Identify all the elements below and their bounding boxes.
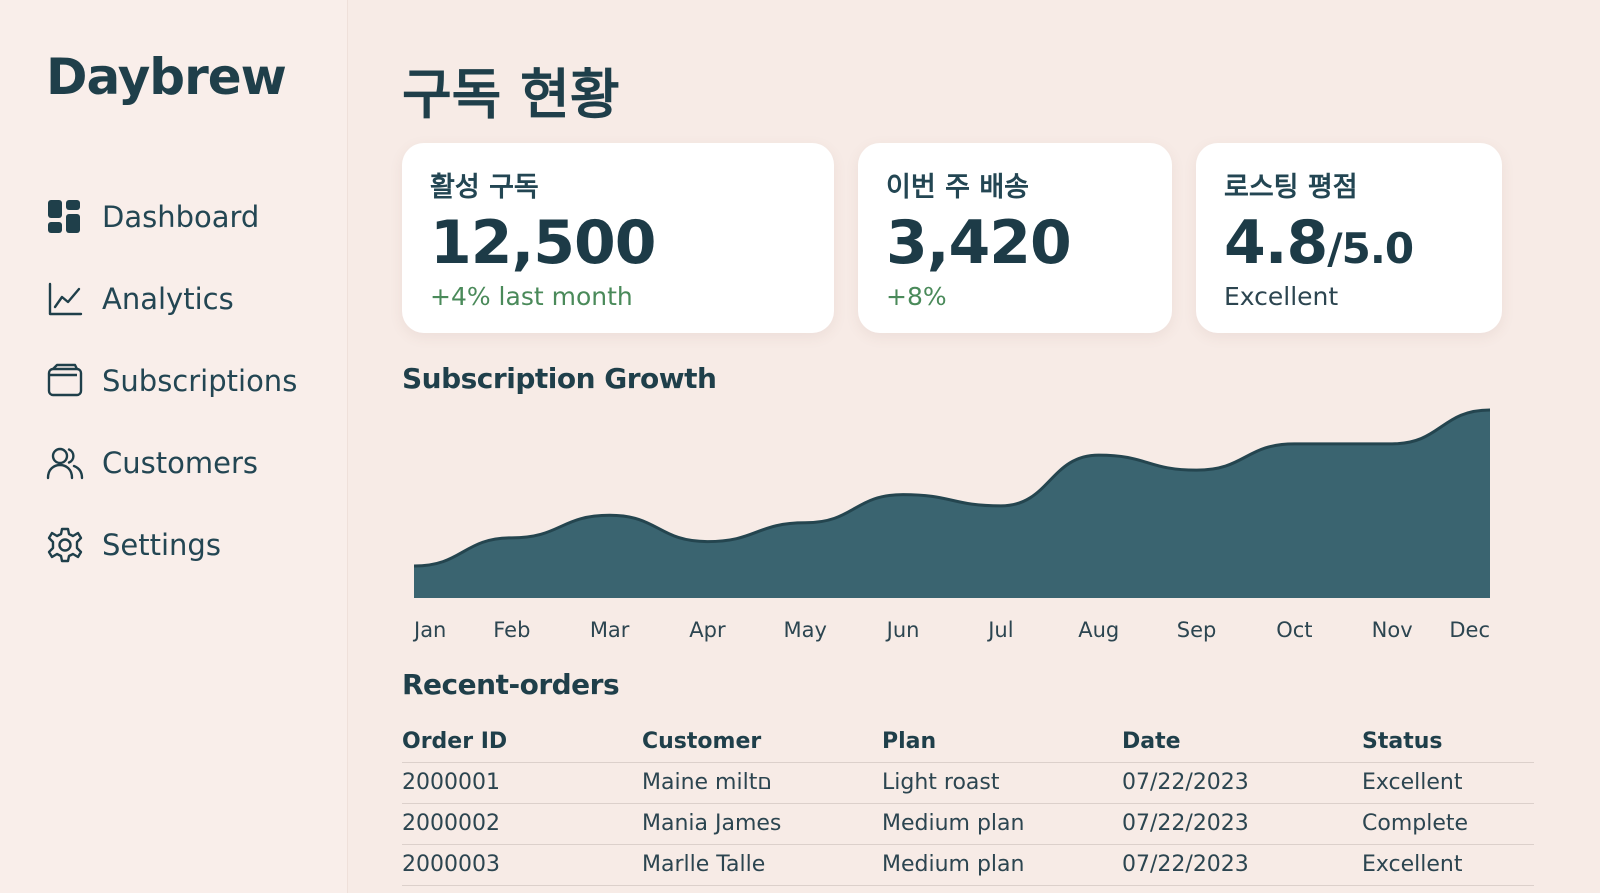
column-header-order-id[interactable]: Order ID	[402, 722, 642, 763]
table-row[interactable]: 2000003 Marlle Talle Medium plan 07/22/2…	[402, 844, 1534, 886]
table-row[interactable]: 2000002 Mania James Medium plan 07/22/20…	[402, 803, 1534, 845]
card-trend: +4% last month	[430, 282, 633, 311]
card-trend: +8%	[886, 282, 947, 311]
card-label: 로스팅 평점	[1224, 172, 1358, 203]
status-cell: Complete	[1362, 803, 1534, 845]
wallet-icon	[46, 362, 84, 400]
plan-cell: Medium plan	[882, 844, 1122, 886]
sidebar-nav: Dashboard Analytics Subscriptions	[46, 176, 297, 586]
sidebar-item-subscriptions[interactable]: Subscriptions	[46, 340, 297, 422]
date-cell: 07/22/2023	[1122, 844, 1362, 886]
sidebar-item-settings[interactable]: Settings	[46, 504, 297, 586]
chart-point-oct	[1291, 441, 1297, 447]
x-tick-label-jun: Jun	[885, 618, 920, 642]
x-tick-label-may: May	[784, 618, 827, 642]
date-cell: 07/22/2023	[1122, 803, 1362, 845]
dashboard-icon	[46, 198, 84, 236]
card-value-number: 12,500	[430, 208, 657, 278]
users-icon	[46, 444, 84, 482]
active-subscriptions-card[interactable]: 활성 구독 12,500 +4% last month	[402, 143, 834, 333]
recent-orders-table: Order ID Customer Plan Date Status 20000…	[402, 722, 1534, 886]
chart-point-may	[802, 520, 808, 526]
x-tick-label-jul: Jul	[986, 618, 1013, 642]
x-tick-label-feb: Feb	[493, 618, 530, 642]
order-id-cell: 2000003	[402, 844, 642, 886]
sidebar-item-dashboard[interactable]: Dashboard	[46, 176, 297, 258]
chart-point-dec	[1487, 407, 1493, 413]
card-value-suffix: /5.0	[1327, 224, 1414, 273]
sidebar-item-label: Customers	[102, 446, 258, 480]
gear-icon	[46, 526, 84, 564]
column-header-date[interactable]: Date	[1122, 722, 1362, 763]
sidebar-item-label: Settings	[102, 528, 221, 562]
card-label: 이번 주 배송	[886, 172, 1029, 203]
sidebar-item-customers[interactable]: Customers	[46, 422, 297, 504]
sidebar: Daybrew Dashboard Analytics	[0, 0, 348, 893]
plan-cell: Medium plan	[882, 803, 1122, 845]
card-value-number: 3,420	[886, 208, 1072, 278]
card-value: 12,500	[430, 208, 806, 278]
card-value-number: 4.8	[1224, 208, 1328, 278]
customer-cell: Mania James	[642, 803, 882, 845]
roasting-rating-card[interactable]: 로스팅 평점 4.8/5.0 Excellent	[1196, 143, 1502, 333]
x-tick-label-oct: Oct	[1276, 618, 1312, 642]
customer-cell: Marlle Talle	[642, 844, 882, 886]
chart-point-apr	[704, 539, 710, 545]
x-tick-label-aug: Aug	[1078, 618, 1119, 642]
x-tick-label-mar: Mar	[590, 618, 630, 642]
x-tick-label-jan: Jan	[412, 618, 446, 642]
table-row[interactable]: 2000001 Maine miltם Light roast 07/22/20…	[402, 762, 1534, 804]
order-id-cell: 2000002	[402, 803, 642, 845]
x-tick-label-sep: Sep	[1177, 618, 1217, 642]
chart-point-mar	[607, 512, 613, 518]
plan-cell: Light roast	[882, 762, 1122, 804]
sidebar-item-label: Subscriptions	[102, 364, 298, 398]
column-header-customer[interactable]: Customer	[642, 722, 882, 763]
card-value: 3,420	[886, 208, 1144, 278]
chart-point-nov	[1389, 441, 1395, 447]
x-tick-label-dec: Dec	[1449, 618, 1490, 642]
x-tick-label-nov: Nov	[1372, 618, 1413, 642]
sidebar-item-label: Analytics	[102, 282, 234, 316]
chart-point-feb	[509, 535, 515, 541]
recent-orders-title: Recent-orders	[402, 668, 620, 701]
chart-point-jun	[900, 492, 906, 498]
page-title: 구독 현황	[402, 63, 620, 126]
brand-logo[interactable]: Daybrew	[46, 48, 287, 106]
analytics-icon	[46, 280, 84, 318]
card-value: 4.8/5.0	[1224, 208, 1474, 278]
sidebar-item-label: Dashboard	[102, 200, 260, 234]
customer-cell: Maine miltם	[642, 762, 882, 804]
order-id-cell: 2000001	[402, 762, 642, 804]
subscription-growth-chart: Jan Feb Mar Apr May Jun Jul Aug Sep Oct Nov Dec	[411, 407, 1493, 642]
card-label: 활성 구독	[430, 172, 539, 203]
date-cell: 07/22/2023	[1122, 762, 1362, 804]
status-cell: Excellent	[1362, 762, 1534, 804]
column-header-plan[interactable]: Plan	[882, 722, 1122, 763]
card-status: Excellent	[1224, 282, 1339, 311]
chart-series-line	[413, 408, 1491, 568]
chart-point-jan	[411, 563, 417, 569]
chart-title: Subscription Growth	[402, 362, 717, 395]
status-cell: Excellent	[1362, 844, 1534, 886]
chart-point-jul	[998, 503, 1004, 509]
sidebar-item-analytics[interactable]: Analytics	[46, 258, 297, 340]
chart-point-aug	[1096, 452, 1102, 458]
column-header-status[interactable]: Status	[1362, 722, 1534, 763]
chart-area-fill	[414, 410, 1490, 598]
chart-point-sep	[1194, 467, 1200, 473]
table-header-row: Order ID Customer Plan Date Status	[402, 722, 1534, 763]
x-tick-label-apr: Apr	[689, 618, 726, 642]
weekly-deliveries-card[interactable]: 이번 주 배송 3,420 +8%	[858, 143, 1172, 333]
